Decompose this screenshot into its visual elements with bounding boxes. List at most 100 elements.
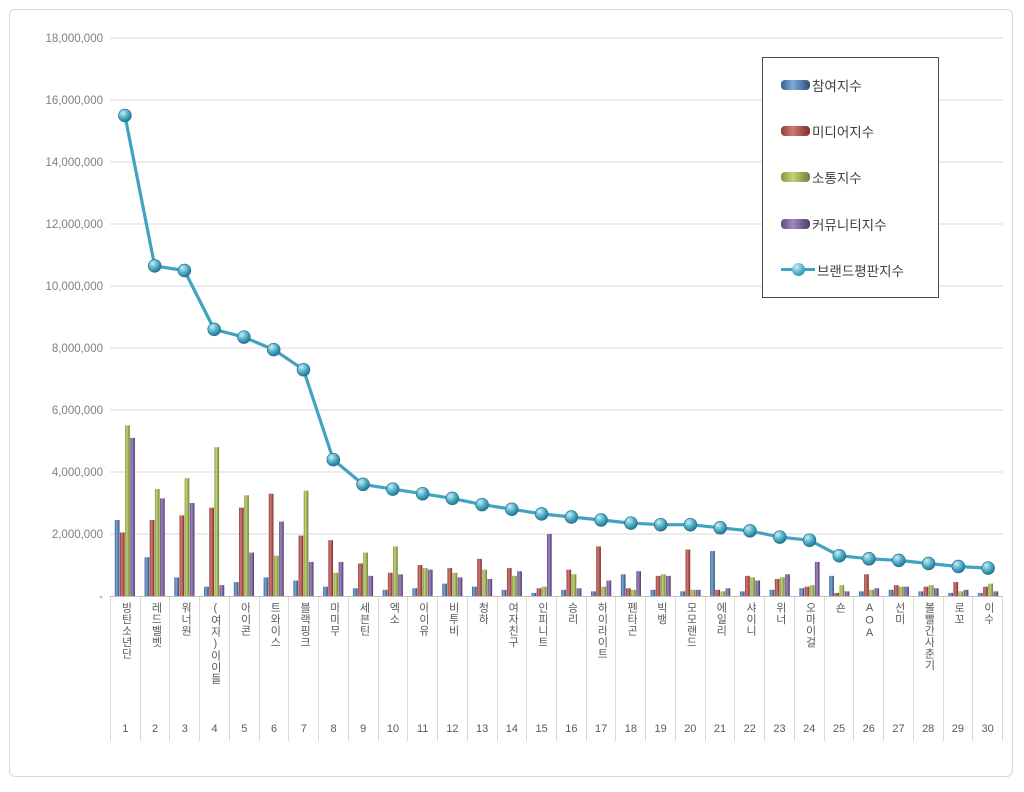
bar-참여지수-1 [114, 520, 120, 596]
line-marker-6 [266, 342, 281, 357]
bar-커뮤니티지수-12 [457, 577, 463, 596]
bar-미디어지수-26 [864, 574, 869, 596]
bar-참여지수-27 [888, 589, 894, 596]
bar-참여지수-15 [531, 592, 537, 596]
category-label: 이수 [982, 602, 994, 625]
bar-소통지수-27 [899, 586, 904, 596]
bar-참여지수-4 [204, 586, 209, 596]
bar-미디어지수-9 [358, 563, 363, 596]
line-marker-15 [534, 507, 549, 521]
bar-미디어지수-7 [298, 535, 304, 596]
bar-참여지수-10 [382, 589, 388, 596]
category-label: 엑소 [387, 602, 399, 625]
bar-미디어지수-16 [566, 569, 572, 596]
category-label: 숀 [833, 602, 845, 614]
line-marker-8 [326, 452, 341, 467]
bar-미디어지수-11 [417, 565, 423, 596]
category-cell-24: 오마이걸 24 [793, 597, 824, 741]
line-marker-21 [713, 521, 727, 535]
bar-참여지수-25 [829, 575, 834, 596]
category-cell-30: 이수 30 [972, 597, 1004, 741]
bar-소통지수-11 [422, 568, 428, 596]
line-marker-16 [564, 510, 579, 524]
bar-소통지수-24 [809, 585, 815, 596]
bar-참여지수-23 [769, 589, 775, 596]
bar-참여지수-16 [561, 589, 567, 596]
line-marker-25 [832, 548, 847, 563]
bar-소통지수-17 [601, 586, 607, 596]
bar-소통지수-6 [273, 555, 279, 596]
category-cell-12: 비투비 12 [437, 597, 467, 741]
bar-참여지수-30 [978, 592, 983, 596]
bar-참여지수-22 [739, 591, 745, 596]
rank-label: 11 [417, 723, 429, 735]
category-cell-1: 방탄소년단 1 [110, 597, 140, 741]
bar-참여지수-21 [710, 551, 715, 596]
bar-커뮤니티지수-21 [725, 588, 731, 596]
y-tick-label: 16,000,000 [45, 95, 103, 107]
bar-소통지수-4 [214, 447, 220, 596]
y-tick-label: 8,000,000 [52, 343, 103, 355]
bar-소통지수-18 [631, 589, 636, 596]
bar-미디어지수-8 [328, 540, 334, 596]
line-marker-5 [237, 330, 251, 344]
rank-label: 8 [330, 723, 337, 735]
bar-소통지수-16 [571, 574, 577, 596]
rank-label: 22 [743, 723, 756, 735]
legend-item-브랜드평판지수: 브랜드평판지수 [781, 260, 938, 280]
line-marker-11 [415, 486, 430, 501]
category-cell-23: 위너 23 [764, 597, 794, 741]
bar-미디어지수-20 [685, 549, 691, 596]
y-axis-labels-group: 2,000,000 4,000,000 6,000,000 8,000,000 10,0… [45, 33, 103, 603]
legend-item-참여지수: 참여지수 [781, 75, 938, 95]
bar-소통지수-14 [512, 575, 517, 596]
category-cell-21: 에일리 21 [704, 597, 735, 741]
bar-커뮤니티지수-26 [874, 588, 880, 596]
category-label: 하이라이트 [595, 602, 607, 660]
category-cell-20: 모모랜드 20 [674, 597, 705, 741]
y-tick-label-zero: - [99, 591, 103, 603]
line-marker-13 [475, 497, 489, 512]
bar-미디어지수-3 [179, 515, 185, 596]
category-cell-8: 마마무 8 [318, 597, 348, 741]
bar-미디어지수-22 [745, 575, 750, 596]
line-marker-30 [981, 561, 995, 575]
bar-커뮤니티지수-15 [546, 534, 552, 596]
bar-미디어지수-13 [477, 558, 482, 596]
category-cell-3: 워너원 3 [169, 597, 199, 741]
category-cell-27: 선미 27 [883, 597, 913, 741]
category-label: 오마이걸 [804, 602, 816, 648]
bar-커뮤니티지수-11 [427, 569, 433, 596]
category-label: 워너원 [179, 602, 191, 637]
bars-group [114, 425, 999, 596]
category-cell-16: 승리 16 [556, 597, 586, 741]
category-label: 승리 [566, 602, 578, 625]
category-label: 샤이니 [744, 602, 756, 637]
bar-참여지수-12 [442, 583, 447, 596]
line-series-group [118, 108, 995, 575]
y-tick-label: 6,000,000 [52, 405, 103, 417]
y-tick-label: 10,000,000 [45, 281, 103, 293]
bar-소통지수-13 [482, 569, 488, 596]
bar-참여지수-29 [948, 592, 953, 596]
line-marker-28 [921, 556, 936, 571]
category-label: 트와이스 [268, 602, 280, 648]
bar-커뮤니티지수-16 [576, 588, 582, 596]
line-marker-18 [624, 516, 638, 530]
rank-label: 16 [565, 723, 578, 735]
bar-미디어지수-17 [596, 546, 601, 596]
bar-참여지수-7 [293, 580, 299, 596]
bar-소통지수-22 [750, 577, 755, 596]
category-label: 펜타곤 [625, 602, 637, 637]
rank-label: 27 [892, 723, 905, 735]
bar-참여지수-18 [620, 574, 626, 596]
bar-참여지수-3 [174, 577, 180, 596]
category-cell-11: 아이유 11 [407, 597, 437, 741]
category-label: 아이유 [417, 602, 429, 637]
line-marker-4 [207, 322, 221, 337]
category-label: AOA [863, 602, 875, 640]
bar-참여지수-17 [591, 591, 596, 596]
category-label: 빅뱅 [655, 602, 667, 625]
rank-label: 9 [360, 723, 367, 735]
bar-미디어지수-15 [536, 588, 542, 596]
